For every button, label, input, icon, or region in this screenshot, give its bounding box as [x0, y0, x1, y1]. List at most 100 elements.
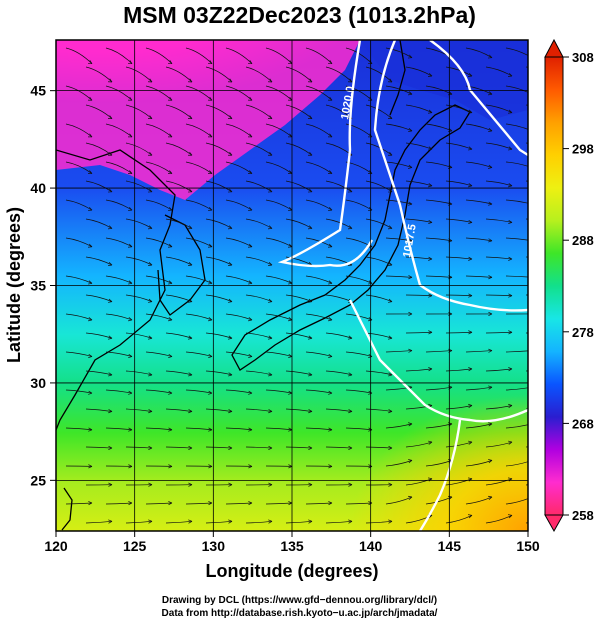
streamline-arrowhead	[128, 427, 133, 432]
streamline	[505, 199, 528, 204]
streamline-arrowhead	[228, 298, 233, 303]
streamline	[105, 161, 133, 174]
streamline	[405, 294, 433, 297]
streamline-arrowhead	[508, 256, 513, 261]
streamline-arrowhead	[167, 133, 173, 138]
streamline-arrowhead	[148, 482, 153, 487]
streamline	[365, 520, 393, 524]
streamline	[225, 313, 253, 321]
streamline	[165, 332, 193, 339]
streamline-arrowhead	[348, 409, 353, 414]
streamline-arrowhead	[427, 109, 433, 114]
streamline-arrowhead	[168, 427, 173, 432]
streamline-arrowhead	[508, 330, 513, 335]
streamline-arrowhead	[147, 151, 153, 156]
streamline-arrowhead	[88, 353, 93, 358]
streamline	[285, 332, 313, 339]
streamline-arrowhead	[248, 280, 253, 285]
colorbar-tick-label: 268	[572, 416, 594, 431]
streamline	[405, 180, 433, 187]
streamline	[205, 180, 233, 193]
streamline	[185, 47, 213, 64]
colorbar-tick-label: 258	[572, 508, 594, 523]
streamline-arrowhead	[327, 170, 333, 175]
streamline	[405, 66, 433, 77]
x-axis: 120 125 130 135 140 145 150	[44, 531, 540, 554]
streamline-arrowhead	[368, 501, 373, 506]
streamline-arrowhead	[268, 335, 273, 340]
streamline	[185, 313, 213, 321]
streamline	[205, 408, 233, 412]
streamline-arrowhead	[208, 353, 213, 358]
streamline-arrowhead	[208, 280, 213, 285]
isobar-1020	[277, 40, 374, 268]
streamline-arrowhead	[368, 464, 373, 469]
streamline	[165, 446, 193, 449]
streamline	[125, 446, 153, 449]
streamline-arrowhead	[308, 519, 313, 524]
streamline-arrowhead	[188, 519, 193, 524]
streamline	[105, 502, 133, 505]
streamline-arrowhead	[348, 372, 353, 377]
streamline	[165, 180, 193, 193]
streamline	[305, 427, 333, 431]
streamline	[405, 441, 433, 448]
streamline-arrowhead	[387, 225, 393, 230]
streamline-arrowhead	[268, 519, 273, 524]
streamline-arrowhead	[208, 317, 213, 322]
streamline	[365, 66, 393, 83]
contour-label: 1017.5	[401, 223, 419, 258]
streamline-arrowhead	[327, 96, 333, 101]
streamline	[105, 351, 133, 357]
streamline	[285, 446, 313, 449]
streamline	[505, 161, 528, 167]
streamline	[305, 313, 333, 321]
streamline	[485, 218, 513, 223]
streamline-arrowhead	[108, 409, 113, 414]
streamline	[245, 104, 273, 119]
streamline-arrowhead	[307, 151, 313, 156]
streamline-arrowhead	[328, 280, 333, 285]
streamline	[425, 123, 453, 132]
streamline-arrowhead	[127, 170, 133, 175]
streamline-arrowhead	[287, 206, 293, 211]
streamline-arrowhead	[88, 427, 93, 432]
streamline-arrowhead	[107, 262, 113, 266]
streamline-arrowhead	[468, 293, 473, 298]
streamline	[65, 351, 93, 357]
streamline-arrowhead	[168, 501, 173, 506]
streamline-arrowhead	[328, 464, 333, 469]
streamline-arrowhead	[287, 133, 293, 138]
streamline-arrowhead	[227, 151, 233, 156]
streamline-arrowhead	[488, 128, 493, 133]
streamline-arrowhead	[327, 206, 333, 211]
streamline-arrowhead	[187, 225, 193, 230]
streamline-arrowhead	[407, 91, 413, 96]
streamline	[265, 427, 293, 431]
streamline-arrowhead	[287, 170, 293, 175]
streamline-arrowhead	[187, 188, 193, 193]
streamline	[405, 331, 433, 334]
streamline-arrowhead	[187, 151, 193, 156]
streamline-arrowhead	[528, 312, 532, 315]
streamline	[345, 47, 373, 64]
streamline-arrowhead	[147, 262, 153, 266]
streamline	[245, 446, 273, 449]
streamline-arrowhead	[188, 372, 193, 377]
streamline-arrowhead	[347, 78, 353, 83]
streamline-arrowhead	[148, 298, 153, 303]
streamline	[265, 199, 293, 211]
streamline	[265, 351, 293, 357]
streamline-arrowhead	[228, 519, 233, 524]
streamline-arrowhead	[468, 440, 473, 445]
streamline-arrowhead	[247, 133, 253, 138]
streamline-arrowhead	[267, 78, 273, 83]
streamline-arrowhead	[408, 201, 413, 206]
streamline-arrowhead	[408, 459, 413, 464]
credit-drawing: Drawing by DCL (https://www.gfd−dennou.o…	[161, 595, 438, 606]
streamline-arrowhead	[327, 60, 333, 65]
streamline-arrowhead	[428, 219, 433, 225]
streamline-arrowhead	[427, 72, 433, 77]
streamline	[185, 351, 213, 357]
lat-lon-gridlines	[56, 40, 528, 531]
